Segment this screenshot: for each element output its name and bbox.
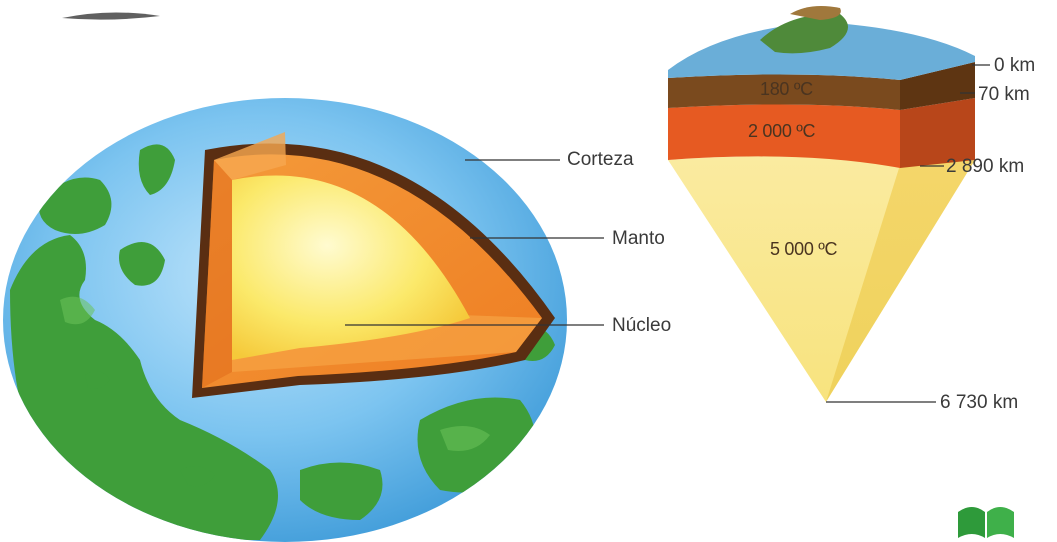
- wedge-crust-side: [900, 62, 975, 110]
- crust-label: Corteza: [567, 149, 634, 170]
- crust-temperature: 180 ºC: [760, 79, 813, 99]
- wedge-crust: [668, 74, 900, 110]
- wedge-core-side: [826, 160, 975, 402]
- book-logo-icon: [958, 507, 1014, 538]
- mantle-temperature: 2 000 ºC: [748, 121, 816, 141]
- depth-center-label: 6 730 km: [940, 392, 1019, 413]
- core-temperature: 5 000 ºC: [770, 239, 838, 259]
- mantle-label: Manto: [612, 228, 665, 249]
- wedge-core: [668, 156, 940, 402]
- globe-core: [232, 175, 470, 360]
- depth-crust-base-label: 70 km: [978, 84, 1030, 105]
- depth-surface-label: 0 km: [994, 55, 1036, 76]
- smudge: [62, 12, 160, 20]
- core-label: Núcleo: [612, 315, 672, 336]
- wedge-surface: [668, 22, 975, 80]
- depth-mantle-base-label: 2 890 km: [946, 156, 1025, 177]
- wedge-land: [760, 13, 848, 54]
- wedge-mantle: [668, 104, 900, 168]
- wedge-mantle-side: [900, 98, 975, 168]
